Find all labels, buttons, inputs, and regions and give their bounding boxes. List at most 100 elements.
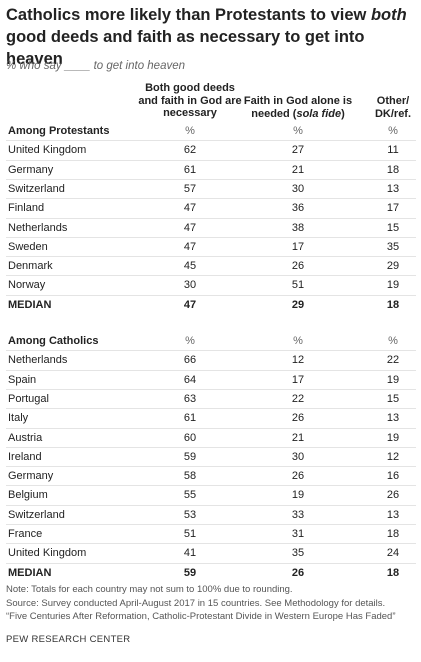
table-value: 38 — [291, 221, 305, 234]
country-name: Germany — [8, 163, 54, 176]
table-value: 31 — [291, 528, 305, 540]
country-name: Netherlands — [8, 354, 68, 367]
subtitle: % who say ____ to get into heaven — [6, 60, 186, 72]
column-header-text: Other/ DK/ref. — [374, 95, 412, 120]
country-name: Sweden — [8, 240, 48, 253]
table-value: 59 — [183, 450, 197, 463]
country-name: United Kingdom — [8, 144, 87, 157]
row-separator — [6, 427, 416, 429]
column-header-text: Both good deeds and faith in God are nec… — [138, 82, 242, 119]
table-value: 18 — [386, 528, 400, 540]
unit-label: % — [185, 125, 195, 137]
median-label: MEDIAN — [8, 298, 52, 311]
table-value: 53 — [183, 508, 197, 521]
country-name: Portugal — [8, 392, 49, 405]
table-value: 17 — [291, 240, 305, 253]
title-text: Catholics more likely than Protestants t… — [6, 6, 371, 24]
country-name: Italy — [8, 412, 29, 425]
table-value: 45 — [183, 260, 197, 273]
row-separator — [6, 140, 416, 142]
table-value: 36 — [291, 202, 305, 215]
table-value: 30 — [291, 182, 305, 195]
row-separator — [6, 562, 416, 564]
table-value: 18 — [386, 163, 400, 176]
table-value: 30 — [183, 279, 197, 292]
column-header: Faith in God alone is needed (sola fide) — [242, 95, 354, 120]
table-value: 66 — [183, 354, 197, 367]
row-separator — [6, 485, 416, 487]
unit-label: % — [185, 335, 195, 347]
table-value: 26 — [291, 412, 305, 425]
note: “Five Centuries After Reformation, Catho… — [6, 611, 396, 622]
table-value: 61 — [183, 163, 197, 176]
row-separator — [6, 446, 416, 448]
unit-label: % — [388, 335, 398, 347]
table-value: 13 — [386, 182, 400, 195]
unit-label: % — [293, 335, 303, 347]
country-name: Norway — [8, 279, 46, 292]
country-name: Switzerland — [8, 508, 65, 521]
table-value: 16 — [386, 470, 400, 483]
table-value: 12 — [291, 354, 305, 367]
table-value: 63 — [183, 392, 197, 405]
table-value: 26 — [291, 470, 305, 483]
table-value: 17 — [386, 202, 400, 215]
table-value: 47 — [183, 240, 197, 253]
table-value: 26 — [386, 489, 400, 502]
row-separator — [6, 236, 416, 238]
country-name: Netherlands — [8, 221, 68, 234]
table-value: 29 — [386, 260, 400, 273]
table-value: 30 — [291, 450, 305, 463]
median-value: 18 — [386, 566, 400, 579]
row-separator — [6, 524, 416, 525]
row-separator — [6, 198, 416, 200]
column-header-text: Faith in God alone is needed ( — [243, 95, 353, 120]
title-text: good deeds and faith as necessary to get… — [6, 28, 365, 68]
table-value: 51 — [183, 528, 197, 540]
table-value: 58 — [183, 470, 197, 483]
table-value: 41 — [183, 547, 197, 560]
row-separator — [6, 350, 416, 352]
table-value: 19 — [386, 279, 400, 292]
country-name: Switzerland — [8, 182, 65, 195]
country-name: Belgium — [8, 489, 48, 502]
row-separator — [6, 369, 416, 371]
unit-label: % — [388, 125, 398, 137]
country-name: Denmark — [8, 260, 53, 273]
column-header-text: ) — [341, 107, 345, 120]
median-label: MEDIAN — [8, 566, 52, 579]
country-name: Ireland — [8, 450, 42, 463]
row-separator — [6, 388, 416, 390]
table-value: 64 — [183, 373, 197, 386]
table-value: 15 — [386, 221, 400, 234]
table-value: 27 — [291, 144, 305, 157]
table-value: 61 — [183, 412, 197, 425]
table-value: 19 — [386, 431, 400, 444]
table-value: 12 — [386, 450, 400, 463]
table-value: 15 — [386, 392, 400, 405]
unit-label: % — [293, 125, 303, 137]
row-separator — [6, 217, 416, 219]
median-value: 59 — [183, 566, 197, 579]
title: Catholics more likely than Protestants t… — [6, 4, 418, 70]
country-name: Austria — [8, 431, 43, 444]
table-value: 55 — [183, 489, 197, 502]
table-value: 51 — [291, 279, 305, 292]
row-separator — [6, 504, 416, 506]
title-emphasis: both — [370, 6, 407, 24]
table-value: 17 — [291, 373, 305, 386]
source: PEW RESEARCH CENTER — [6, 634, 131, 645]
table-value: 35 — [291, 547, 305, 560]
row-separator — [6, 275, 416, 277]
median-value: 26 — [291, 566, 305, 579]
table-value: 57 — [183, 182, 197, 195]
row-separator — [6, 256, 416, 258]
table-value: 33 — [291, 508, 305, 521]
country-name: United Kingdom — [8, 547, 87, 560]
note: Source: Survey conducted April-August 20… — [6, 598, 386, 609]
table-value: 11 — [387, 144, 399, 157]
table-value: 13 — [386, 508, 400, 521]
column-header: Other/ DK/ref. — [371, 95, 415, 120]
row-separator — [6, 178, 416, 180]
table-value: 47 — [183, 221, 197, 234]
